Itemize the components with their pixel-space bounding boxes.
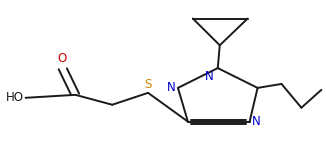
Text: S: S (144, 78, 152, 91)
Text: N: N (252, 115, 261, 128)
Text: N: N (205, 70, 214, 83)
Text: N: N (167, 81, 175, 94)
Text: O: O (58, 52, 67, 65)
Text: HO: HO (6, 91, 24, 104)
